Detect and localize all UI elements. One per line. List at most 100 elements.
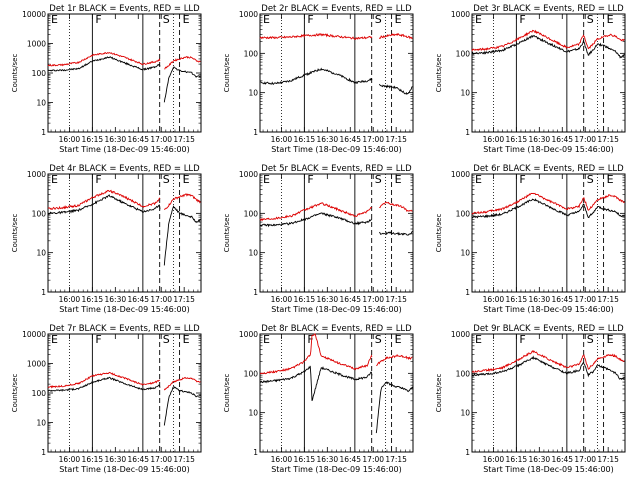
y-tick-label: 100	[244, 369, 259, 378]
lld-series-line	[47, 189, 201, 210]
x-tick-label: 16:00	[59, 135, 81, 144]
y-tick-label: 1000	[239, 330, 258, 339]
y-tick-label: 10	[460, 409, 470, 418]
y-axis-label: Counts/sec	[435, 54, 443, 93]
panel-title: Det 7r BLACK = Events, RED = LLD	[49, 324, 200, 334]
y-axis-label: Counts/sec	[223, 54, 231, 93]
region-label: E	[395, 173, 402, 186]
plot-frame	[47, 173, 202, 293]
region-label: S	[163, 173, 170, 186]
panel-title: Det 5r BLACK = Events, RED = LLD	[261, 164, 412, 174]
region-label: F	[307, 333, 313, 346]
region-label: E	[183, 13, 190, 26]
y-tick-label: 100	[244, 49, 259, 58]
x-tick-label: 16:45	[551, 295, 573, 304]
y-tick-label: 100	[456, 49, 471, 58]
panel-title: Det 2r BLACK = Events, RED = LLD	[261, 4, 412, 14]
panel-title: Det 4r BLACK = Events, RED = LLD	[49, 164, 200, 174]
plot-frame	[259, 333, 414, 453]
x-tick-label: 17:15	[385, 135, 407, 144]
x-tick-label: 16:00	[59, 455, 81, 464]
x-tick-label: 17:00	[362, 135, 384, 144]
x-tick-label: 16:30	[529, 295, 551, 304]
plot-frame	[471, 173, 626, 293]
lld-series-line	[259, 201, 413, 222]
events-series-line	[259, 67, 413, 96]
x-tick-label: 17:00	[150, 135, 172, 144]
y-tick-label: 1	[41, 128, 46, 137]
x-tick-label: 16:15	[294, 295, 316, 304]
region-label: S	[163, 333, 170, 346]
y-tick-label: 1	[253, 128, 258, 137]
x-axis-label: Start Time (18-Dec-09 15:46:00)	[483, 145, 614, 154]
region-label: F	[95, 333, 101, 346]
events-series-line	[47, 56, 201, 103]
y-tick-label: 100	[32, 69, 47, 78]
y-tick-label: 1000	[27, 40, 46, 49]
region-label: E	[263, 333, 270, 346]
lld-series-line	[47, 52, 201, 70]
lld-series-line	[471, 192, 625, 215]
y-tick-label: 1	[253, 448, 258, 457]
y-tick-label: 1	[465, 128, 470, 137]
region-label: E	[395, 13, 402, 26]
y-tick-label: 1000	[27, 360, 46, 369]
x-tick-label: 17:00	[362, 455, 384, 464]
y-tick-label: 10	[36, 99, 46, 108]
x-tick-label: 16:45	[339, 135, 361, 144]
x-tick-label: 16:45	[127, 455, 149, 464]
x-tick-label: 16:00	[271, 135, 293, 144]
region-label: E	[183, 173, 190, 186]
y-tick-label: 100	[244, 209, 259, 218]
x-tick-label: 16:15	[506, 135, 528, 144]
x-tick-label: 16:45	[127, 295, 149, 304]
y-tick-label: 1	[465, 288, 470, 297]
y-axis-label: Counts/sec	[11, 54, 19, 93]
x-tick-label: 17:00	[150, 455, 172, 464]
region-label: E	[51, 173, 58, 186]
region-label: E	[183, 333, 190, 346]
y-tick-label: 100	[456, 369, 471, 378]
x-tick-label: 16:45	[551, 135, 573, 144]
x-tick-label: 16:30	[317, 455, 339, 464]
y-tick-label: 10000	[22, 330, 46, 339]
x-axis-label: Start Time (18-Dec-09 15:46:00)	[271, 305, 402, 314]
events-series-line	[471, 198, 625, 219]
x-axis-label: Start Time (18-Dec-09 15:46:00)	[483, 465, 614, 474]
y-axis-label: Counts/sec	[223, 214, 231, 253]
y-tick-label: 10	[460, 249, 470, 258]
plot-frame	[471, 13, 626, 133]
x-tick-label: 16:00	[483, 455, 505, 464]
region-label: E	[263, 13, 270, 26]
y-tick-label: 10	[248, 89, 258, 98]
region-label: S	[163, 13, 170, 26]
y-tick-label: 1000	[451, 330, 470, 339]
y-tick-label: 1000	[451, 170, 470, 179]
region-label: F	[95, 173, 101, 186]
y-tick-label: 1000	[27, 170, 46, 179]
region-label: F	[307, 173, 313, 186]
y-tick-label: 1000	[239, 170, 258, 179]
panel-title: Det 6r BLACK = Events, RED = LLD	[473, 164, 624, 174]
y-tick-label: 10	[460, 89, 470, 98]
region-label: E	[395, 333, 402, 346]
x-tick-label: 17:00	[362, 295, 384, 304]
region-label: E	[607, 173, 614, 186]
plot-frame	[259, 13, 414, 133]
panel-title: Det 9r BLACK = Events, RED = LLD	[473, 324, 624, 334]
region-label: S	[375, 173, 382, 186]
region-label: F	[519, 333, 525, 346]
y-axis-label: Counts/sec	[11, 374, 19, 413]
y-tick-label: 100	[32, 389, 47, 398]
panel-title: Det 3r BLACK = Events, RED = LLD	[473, 4, 624, 14]
x-tick-label: 17:15	[597, 455, 619, 464]
region-label: S	[587, 173, 594, 186]
x-tick-label: 16:00	[483, 135, 505, 144]
x-axis-label: Start Time (18-Dec-09 15:46:00)	[483, 305, 614, 314]
lld-series-line	[47, 371, 201, 391]
